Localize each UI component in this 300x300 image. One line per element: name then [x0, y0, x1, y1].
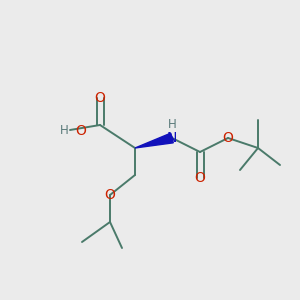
- Text: H: H: [168, 118, 176, 130]
- Text: O: O: [223, 131, 233, 145]
- Text: O: O: [75, 124, 86, 138]
- Text: N: N: [167, 131, 177, 145]
- Text: O: O: [105, 188, 116, 202]
- Text: O: O: [94, 91, 105, 105]
- Polygon shape: [135, 133, 173, 148]
- Text: H: H: [60, 124, 69, 137]
- Text: O: O: [195, 171, 206, 185]
